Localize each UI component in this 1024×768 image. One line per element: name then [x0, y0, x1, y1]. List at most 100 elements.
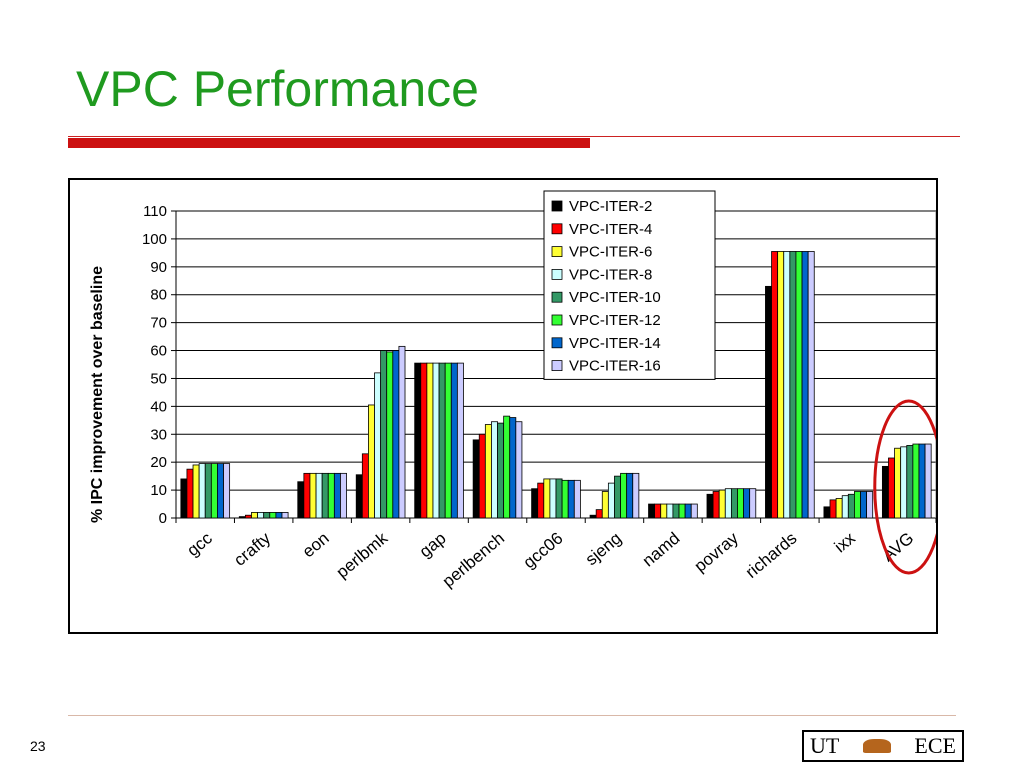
legend-swatch — [551, 223, 563, 235]
bar — [749, 488, 757, 519]
bar — [368, 404, 375, 519]
x-tick-label: namd — [639, 529, 684, 571]
bar — [801, 251, 809, 519]
logo-left-text: UT — [810, 733, 840, 758]
legend-swatch — [551, 200, 563, 212]
bar — [906, 445, 914, 519]
bar — [303, 472, 311, 519]
y-axis-label: % IPC improvement over baseline — [89, 266, 106, 523]
bar — [807, 251, 815, 519]
x-tick-label: eon — [299, 529, 333, 562]
bar — [771, 251, 779, 519]
bar — [223, 463, 231, 519]
legend-swatch — [551, 269, 563, 280]
x-tick-label: sjeng — [582, 529, 625, 570]
bar — [881, 465, 889, 519]
bar — [198, 463, 206, 519]
bar — [712, 491, 720, 519]
y-tick-label: 90 — [150, 259, 167, 276]
y-tick-label: 0 — [159, 510, 167, 527]
y-tick-label: 110 — [143, 203, 167, 220]
bar — [666, 503, 674, 519]
legend-entry: VPC-ITER-8 — [569, 266, 652, 283]
bar — [900, 446, 908, 519]
bar — [438, 362, 446, 519]
y-tick-label: 10 — [150, 482, 167, 499]
bar — [601, 491, 609, 519]
bar — [795, 251, 803, 519]
y-tick-label: 50 — [150, 370, 167, 387]
bar — [730, 488, 738, 519]
y-tick-label: 30 — [150, 426, 167, 443]
longhorn-icon — [862, 739, 891, 753]
legend-swatch — [551, 291, 563, 303]
legend-entry: VPC-ITER-14 — [569, 335, 661, 352]
highlight-ellipse — [873, 399, 936, 575]
bar — [626, 472, 634, 519]
bar — [263, 512, 271, 519]
bar — [918, 443, 926, 519]
bar — [573, 479, 581, 519]
legend-entry: VPC-ITER-12 — [569, 312, 661, 329]
bar — [392, 350, 400, 519]
bar — [835, 498, 843, 519]
legend-swatch — [551, 314, 563, 326]
x-tick-label: richards — [742, 529, 801, 582]
x-tick-label: gap — [416, 529, 450, 562]
bar — [426, 362, 434, 519]
bar — [251, 512, 258, 519]
y-tick-label: 100 — [142, 231, 167, 248]
bar — [450, 362, 458, 519]
legend-swatch — [551, 337, 563, 349]
bar — [860, 491, 868, 519]
x-tick-label: ixx — [831, 528, 860, 556]
bar — [829, 499, 837, 519]
x-tick-label: crafty — [230, 528, 274, 570]
bar — [614, 475, 621, 519]
footer-rule — [68, 715, 956, 716]
bar — [398, 345, 406, 519]
bar — [718, 489, 726, 519]
bar — [648, 503, 656, 519]
bar — [315, 472, 323, 519]
bar — [595, 509, 603, 519]
legend-entry: VPC-ITER-4 — [569, 221, 652, 238]
bar — [555, 478, 563, 519]
bar — [737, 488, 744, 519]
bar — [567, 479, 575, 519]
bar — [561, 479, 569, 519]
bar — [478, 433, 486, 519]
bar — [866, 491, 874, 519]
bar — [321, 472, 329, 519]
legend-swatch — [551, 360, 563, 372]
bar — [217, 463, 224, 519]
bar — [386, 351, 394, 519]
x-tick-label: povray — [691, 528, 743, 576]
bar — [783, 251, 791, 519]
bar — [484, 424, 492, 519]
page-title: VPC Performance — [76, 61, 479, 117]
bar — [238, 516, 246, 519]
bar — [192, 464, 200, 519]
x-tick-label: gcc — [183, 528, 216, 560]
bar — [765, 285, 772, 519]
chart-frame: 0 10 20 30 40 50 60 70 80 90 100 110 gcc crafty eon per… — [68, 178, 938, 634]
bar — [244, 514, 252, 519]
legend-swatch — [551, 246, 563, 257]
ut-ece-logo: UT ECE — [802, 730, 964, 762]
bar — [491, 421, 498, 519]
bar — [823, 506, 831, 519]
bar — [456, 362, 464, 519]
bar — [444, 362, 452, 519]
bar — [414, 362, 422, 519]
bar — [678, 503, 686, 519]
bar — [497, 422, 505, 519]
bar — [355, 474, 363, 519]
bar — [672, 503, 680, 519]
bar — [690, 503, 698, 519]
bar — [847, 493, 855, 519]
bar — [180, 478, 188, 519]
legend-entry: VPC-ITER-16 — [569, 358, 661, 375]
bar — [549, 478, 557, 519]
y-tick-label: 80 — [150, 287, 167, 304]
